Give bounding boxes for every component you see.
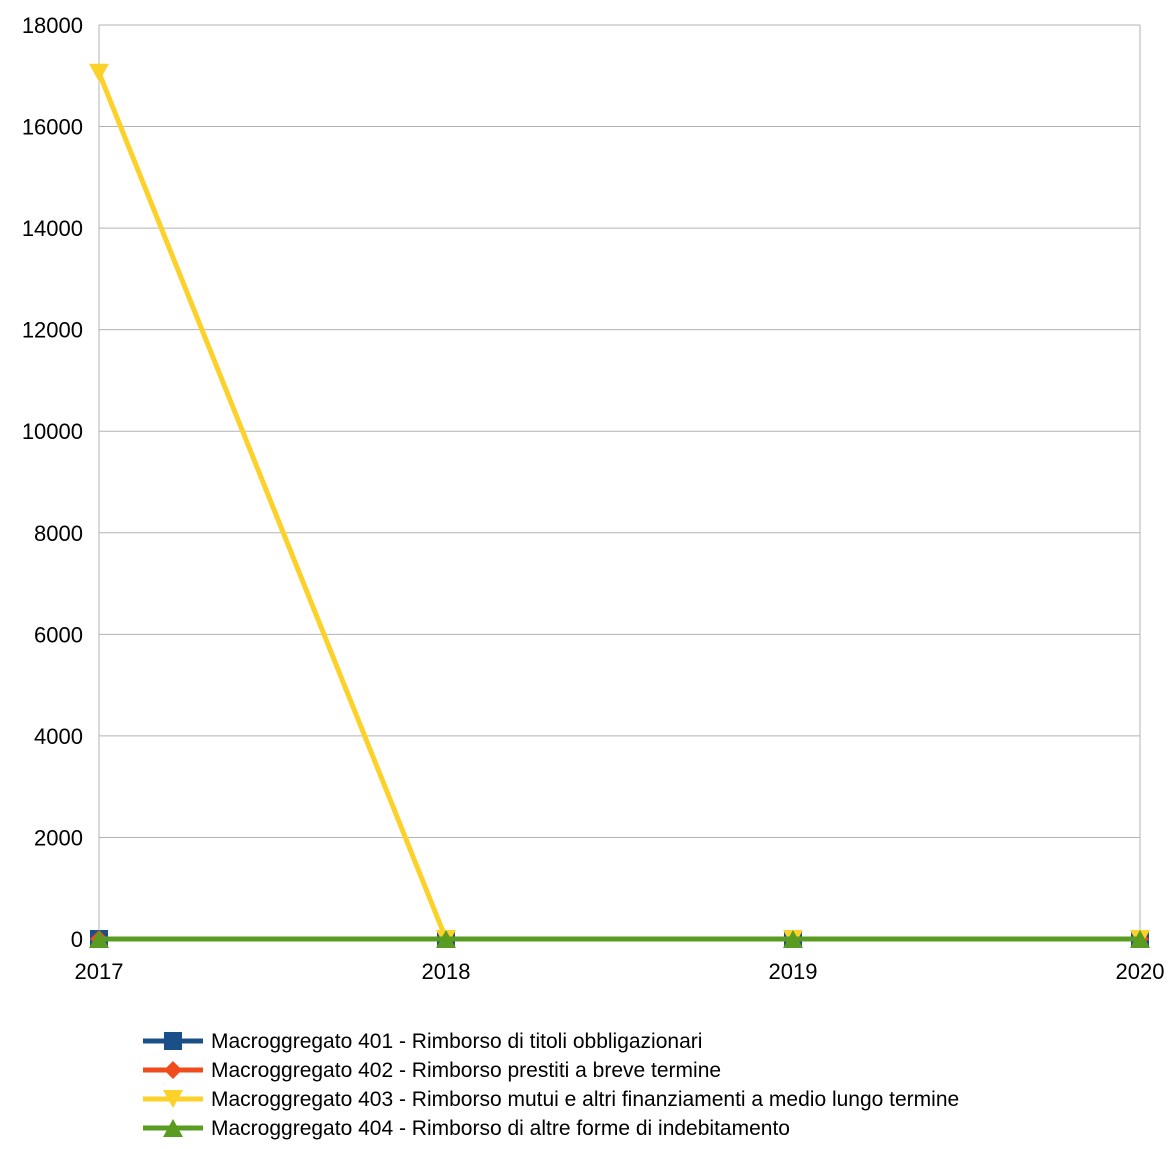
legend-label: Macroggregato 402 - Rimborso prestiti a … xyxy=(211,1059,721,1082)
legend-marker xyxy=(164,1032,182,1050)
legend-marker xyxy=(163,1090,183,1108)
series-3 xyxy=(89,63,1150,948)
y-axis-ticks: 0 2000 4000 6000 8000 10000 12000 14000 16000 180… xyxy=(22,13,83,952)
y-tick-label: 16000 xyxy=(22,115,83,140)
y-tick-label: 10000 xyxy=(22,419,83,444)
x-tick-label: 2018 xyxy=(422,959,471,984)
data-point xyxy=(783,930,803,948)
legend-item-2: Macroggregato 402 - Rimborso prestiti a … xyxy=(143,1059,721,1082)
legend-label: Macroggregato 404 - Rimborso di altre fo… xyxy=(211,1117,790,1140)
y-tick-label: 8000 xyxy=(34,521,83,546)
legend-marker xyxy=(164,1061,182,1079)
y-tick-label: 4000 xyxy=(34,724,83,749)
data-point xyxy=(1130,930,1150,948)
data-point xyxy=(436,930,456,948)
y-tick-label: 12000 xyxy=(22,318,83,343)
legend-item-1: Macroggregato 401 - Rimborso di titoli o… xyxy=(143,1030,702,1053)
series-lines xyxy=(89,63,1150,948)
axes xyxy=(98,25,1141,945)
legend-label: Macroggregato 403 - Rimborso mutui e alt… xyxy=(211,1088,959,1111)
x-tick-label: 2019 xyxy=(769,959,818,984)
x-axis-ticks: 2017 2018 2019 2020 xyxy=(75,959,1165,984)
data-point xyxy=(89,930,109,948)
y-tick-label: 14000 xyxy=(22,216,83,241)
legend: Macroggregato 401 - Rimborso di titoli o… xyxy=(143,1030,959,1140)
legend-item-3: Macroggregato 403 - Rimborso mutui e alt… xyxy=(143,1088,959,1111)
x-tick-label: 2017 xyxy=(75,959,124,984)
x-tick-label: 2020 xyxy=(1116,959,1165,984)
y-tick-label: 2000 xyxy=(34,825,83,850)
legend-item-4: Macroggregato 404 - Rimborso di altre fo… xyxy=(143,1117,790,1140)
data-point xyxy=(89,63,109,82)
legend-marker xyxy=(163,1119,183,1137)
series-line xyxy=(96,71,1140,942)
legend-label: Macroggregato 401 - Rimborso di titoli o… xyxy=(211,1030,702,1053)
y-tick-label: 18000 xyxy=(22,13,83,38)
grid-lines xyxy=(99,24,1140,940)
y-tick-label: 6000 xyxy=(34,622,83,647)
series-4 xyxy=(89,930,1150,948)
y-tick-label: 0 xyxy=(71,927,83,952)
